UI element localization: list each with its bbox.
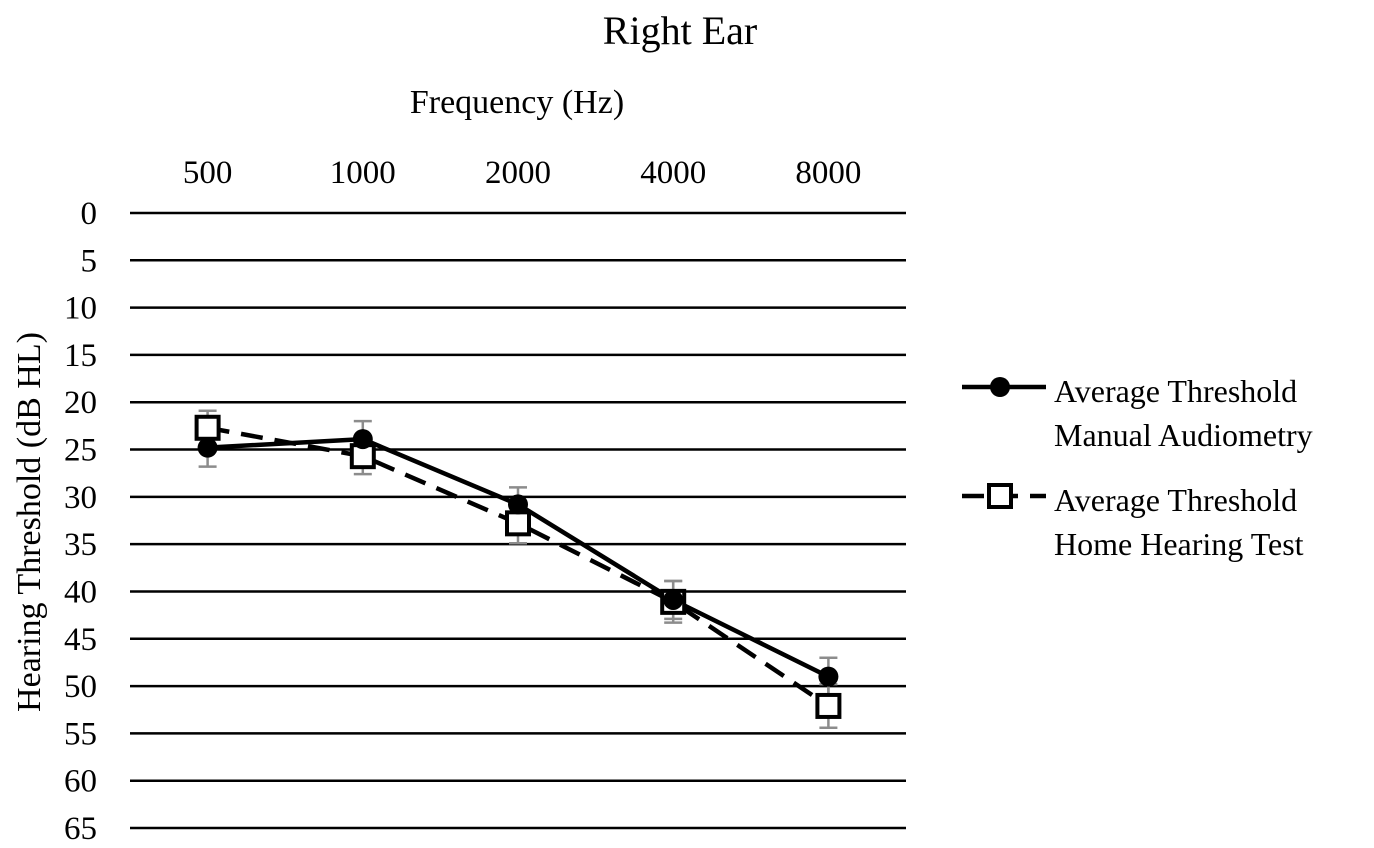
series-line [207,425,830,708]
legend-marker [990,377,1010,397]
y-tick-label: 55 [64,716,97,752]
series-markers [197,429,839,687]
x-tick-label: 2000 [485,155,551,191]
legend-label: Home Hearing Test [1054,526,1304,562]
x-tick-label: 1000 [330,155,396,191]
legend-item: Average Threshold Manual Audiometry [962,373,1313,453]
legend-label: Average Threshold [1054,482,1297,518]
data-point [508,494,528,515]
data-point [197,437,218,458]
y-tick-label: 0 [81,196,98,232]
series-line [207,436,830,679]
y-tick-label: 15 [64,338,97,374]
data-point [663,589,684,610]
y-tick-label: 5 [81,243,98,279]
y-tick-labels: 0 5 10 15 20 25 30 35 40 45 50 55 60 65 [64,196,97,847]
y-tick-label: 60 [64,764,97,800]
data-point [352,429,373,450]
chart-title: Right Ear [603,8,757,53]
y-tick-label: 35 [64,527,97,563]
data-point [815,692,842,719]
x-tick-label: 8000 [795,155,861,191]
y-axis-title: Hearing Threshold (dB HL) [11,332,48,712]
y-tick-label: 30 [64,480,97,516]
data-point [818,666,839,687]
legend-label: Average Threshold [1054,373,1297,409]
y-tick-label: 25 [64,433,97,469]
y-tick-label: 65 [64,811,97,847]
series-manual-audiometry [198,419,838,697]
data-point [194,414,221,441]
y-tick-label: 10 [64,291,97,327]
y-tick-label: 40 [64,574,97,610]
data-point [505,510,531,537]
series-home-hearing-test [198,409,838,729]
x-axis-title: Frequency (Hz) [410,84,624,121]
data-series [194,409,842,729]
series-markers [194,414,842,719]
x-tick-label: 4000 [640,155,706,191]
gridlines [130,211,906,830]
x-tick-labels: 500 1000 2000 4000 8000 [183,155,862,191]
y-tick-label: 50 [64,669,97,705]
legend-item: Average Threshold Home Hearing Test [962,482,1304,562]
x-tick-label: 500 [183,155,233,191]
legend-marker [987,483,1013,509]
y-tick-label: 20 [64,385,97,421]
y-tick-label: 45 [64,622,97,658]
legend-label: Manual Audiometry [1054,417,1313,453]
